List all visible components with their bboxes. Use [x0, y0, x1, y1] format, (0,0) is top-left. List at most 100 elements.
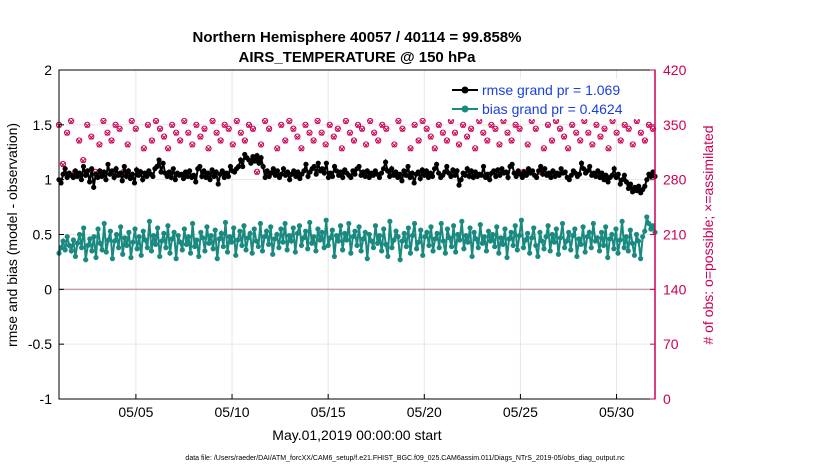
obs-assimilated-marker [400, 127, 405, 132]
bias-point [118, 224, 124, 230]
y2-tick-label: 140 [663, 281, 687, 297]
obs-assimilated-marker [242, 138, 248, 144]
obs-possible-marker [581, 117, 588, 125]
rmse-point [78, 177, 85, 183]
bias-point [233, 252, 239, 258]
obs-possible-marker [225, 125, 232, 132]
obs-possible-marker [512, 121, 519, 128]
bias-point [559, 220, 566, 227]
bias-point [574, 253, 580, 260]
rmse-point [491, 168, 497, 174]
obs-assimilated-marker [456, 142, 462, 148]
obs-assimilated-marker [432, 146, 438, 152]
obs-possible-marker [249, 125, 257, 132]
rmse-point [287, 177, 293, 183]
bias-point [570, 232, 576, 239]
obs-possible-marker [63, 129, 71, 136]
obs-possible-marker [439, 129, 446, 136]
obs-assimilated-marker [517, 127, 522, 132]
obs-assimilated-marker [428, 135, 434, 140]
obs-assimilated-marker [460, 123, 466, 128]
rmse-point [256, 160, 262, 166]
obs-possible-marker [375, 137, 382, 144]
rmse-point [215, 181, 221, 187]
rmse-point [356, 163, 362, 170]
rmse-point [325, 174, 332, 181]
bias-point [97, 240, 103, 246]
obs-assimilated-marker [533, 127, 539, 132]
obs-possible-marker [221, 121, 228, 128]
rmse-point [319, 166, 325, 172]
obs-possible-marker [209, 117, 216, 125]
bias-point [358, 248, 364, 254]
rmse-point [201, 168, 207, 174]
bias-point [85, 242, 91, 249]
obs-possible-marker [278, 121, 285, 128]
rmse-point [468, 168, 474, 174]
bias-point [241, 223, 247, 229]
bias-point [210, 246, 216, 252]
obs-assimilated-marker [642, 138, 648, 144]
rmse-point [376, 174, 383, 181]
rmse-point [419, 167, 425, 173]
obs-possible-marker [423, 125, 430, 132]
rmse-point [209, 167, 215, 173]
obs-possible-marker [637, 129, 644, 136]
bias-point [146, 218, 153, 224]
bias-point [473, 236, 479, 242]
obs-assimilated-marker [177, 138, 183, 144]
rmse-point [297, 175, 303, 182]
bias-point [81, 225, 87, 231]
obs-possible-marker [451, 129, 459, 136]
obs-possible-marker [641, 137, 648, 144]
bias-point [397, 257, 403, 263]
bias-point [590, 220, 596, 227]
obs-possible-marker [298, 145, 305, 152]
bias-point [469, 253, 475, 260]
bias-point [113, 231, 120, 238]
rmse-point [293, 173, 299, 179]
obs-assimilated-marker [581, 119, 587, 125]
obs-assimilated-marker [606, 146, 611, 152]
bias-point [551, 239, 557, 245]
obs-possible-marker [177, 137, 184, 144]
rmse-point [364, 168, 370, 174]
rmse-point [625, 185, 632, 192]
bias-point [276, 245, 282, 251]
obs-assimilated-marker [254, 170, 260, 175]
rmse-point [221, 174, 227, 181]
obs-possible-marker [391, 141, 398, 148]
bias-point [603, 224, 609, 230]
obs-possible-marker [326, 121, 333, 128]
rmse-point [509, 161, 515, 167]
obs-assimilated-marker [569, 123, 575, 128]
obs-possible-marker [350, 137, 358, 144]
bias-point [434, 230, 440, 237]
bias-point [169, 236, 175, 242]
bias-point [340, 247, 346, 253]
bias-point [629, 240, 635, 246]
rmse-point [219, 168, 225, 174]
rmse-point [340, 174, 346, 181]
rmse-point [576, 171, 583, 177]
rmse-point [111, 174, 117, 181]
obs-assimilated-marker [355, 123, 361, 128]
obs-assimilated-marker [408, 146, 413, 152]
y2-tick-label: 0 [663, 391, 671, 407]
bias-point [294, 230, 300, 237]
obs-assimilated-marker [323, 142, 329, 148]
bias-point [457, 237, 463, 243]
rmse-point [170, 166, 176, 172]
rmse-point [642, 183, 648, 189]
obs-assimilated-marker [412, 123, 417, 128]
rmse-point [305, 173, 311, 179]
bias-point [74, 240, 81, 246]
obs-assimilated-marker [173, 131, 179, 136]
bias-point [268, 224, 274, 230]
rmse-point [182, 169, 189, 175]
bias-point [95, 226, 101, 232]
bias-point [321, 245, 327, 251]
bias-point [255, 243, 261, 250]
bias-point [337, 223, 344, 229]
bias-point [601, 242, 607, 249]
